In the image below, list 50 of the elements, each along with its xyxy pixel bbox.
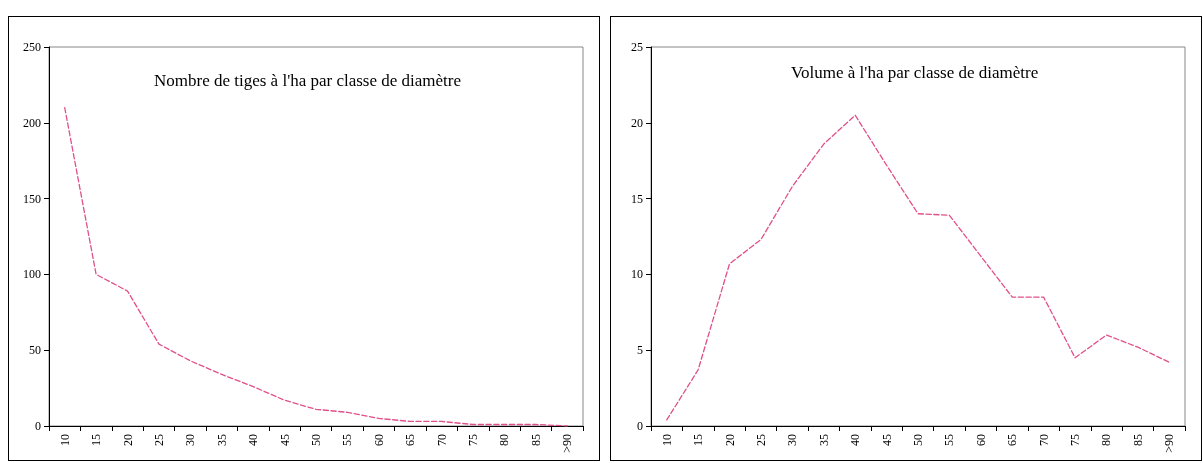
text: Nombre de tiges à l'ha par classe de diamètre <box>154 71 462 90</box>
x-tick-label: 85 <box>1130 434 1145 446</box>
y-tick-label: 15 <box>631 191 643 206</box>
x-tick-label: 10 <box>659 434 674 446</box>
x-tick-label: 25 <box>151 434 166 446</box>
x-tick-label: 45 <box>879 434 894 446</box>
x-tick-label: 20 <box>120 434 135 446</box>
x-tick-label: 80 <box>1099 434 1114 446</box>
x-tick-label: 35 <box>816 434 831 446</box>
line-series <box>64 106 568 427</box>
x-tick-label: 15 <box>691 434 706 446</box>
x-tick-label: 25 <box>753 434 768 446</box>
x-tick-label: 45 <box>277 434 292 446</box>
y-tick-label: 0 <box>637 419 643 433</box>
y-tick-label: 5 <box>637 343 643 358</box>
x-tick-label: 30 <box>183 434 198 446</box>
text: Volume à l'ha par classe de diamètre <box>791 63 1039 82</box>
x-tick-label: 55 <box>942 434 957 446</box>
y-tick-label: 200 <box>23 115 41 130</box>
x-tick-label: 20 <box>722 434 737 446</box>
x-tick-label: >90 <box>560 434 575 453</box>
x-tick-label: >90 <box>1162 434 1177 453</box>
x-tick-label: 85 <box>528 434 543 446</box>
x-tick-label: 30 <box>785 434 800 446</box>
x-tick-label: 65 <box>403 434 418 446</box>
x-tick-label: 60 <box>973 434 988 446</box>
y-tick-label: 20 <box>631 115 643 130</box>
y-tick-label: 100 <box>23 267 41 282</box>
y-tick-label: 0 <box>35 419 41 433</box>
x-tick-label: 10 <box>57 434 72 446</box>
x-tick-label: 65 <box>1005 434 1020 446</box>
x-tick-label: 80 <box>497 434 512 446</box>
y-tick-label: 25 <box>631 40 643 54</box>
y-tick-label: 50 <box>29 343 41 358</box>
x-tick-label: 35 <box>214 434 229 446</box>
x-tick-label: 15 <box>89 434 104 446</box>
x-tick-label: 50 <box>309 434 323 446</box>
y-tick-label: 150 <box>23 191 41 206</box>
x-tick-label: 60 <box>371 434 386 446</box>
x-tick-label: 70 <box>434 434 449 446</box>
x-tick-label: 70 <box>1036 434 1051 446</box>
x-tick-label: 55 <box>340 434 355 446</box>
x-tick-label: 40 <box>246 434 261 446</box>
line-series <box>666 114 1170 421</box>
y-tick-label: 10 <box>631 267 643 282</box>
x-tick-label: 75 <box>466 434 481 446</box>
x-tick-label: 40 <box>848 434 863 446</box>
y-tick-label: 250 <box>23 40 41 54</box>
x-tick-label: 50 <box>911 434 925 446</box>
x-tick-label: 75 <box>1068 434 1083 446</box>
